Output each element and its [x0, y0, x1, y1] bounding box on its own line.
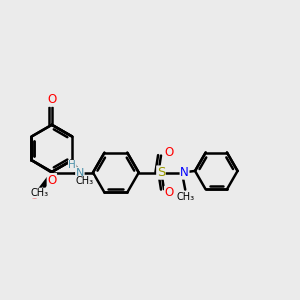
Text: O: O [165, 146, 174, 159]
Text: N: N [180, 166, 189, 179]
Text: N: N [76, 168, 84, 178]
Text: CH₃: CH₃ [76, 176, 94, 186]
Text: CH₃: CH₃ [177, 192, 195, 202]
Text: O: O [30, 189, 39, 202]
Text: S: S [157, 166, 165, 179]
Text: H: H [68, 160, 76, 170]
Text: O: O [47, 93, 56, 106]
Text: O: O [47, 174, 56, 187]
Text: CH₃: CH₃ [31, 188, 49, 198]
Text: O: O [165, 186, 174, 200]
